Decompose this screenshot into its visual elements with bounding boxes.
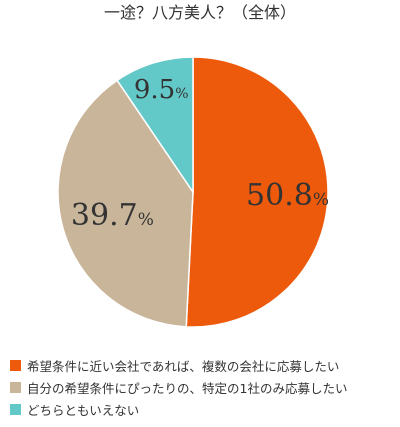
- legend: 希望条件に近い会社であれば、複数の会社に応募したい 自分の希望条件にぴったりの、…: [10, 355, 395, 421]
- legend-swatch: [10, 381, 21, 393]
- pie-chart: 50.8% 39.7% 9.5%: [57, 56, 329, 328]
- label-multiple: 50.8%: [246, 178, 329, 213]
- legend-item-neither: どちらともいえない: [10, 399, 395, 419]
- legend-label: どちらともいえない: [27, 402, 140, 418]
- legend-label: 自分の希望条件にぴったりの、特定の1社のみ応募したい: [27, 380, 348, 396]
- label-neither: 9.5%: [134, 75, 189, 105]
- legend-label: 希望条件に近い会社であれば、複数の会社に応募したい: [27, 358, 340, 374]
- slice-single: [57, 79, 194, 328]
- legend-item-multiple: 希望条件に近い会社であれば、複数の会社に応募したい: [10, 355, 395, 375]
- slice-multiple: [185, 56, 329, 328]
- legend-item-single: 自分の希望条件にぴったりの、特定の1社のみ応募したい: [10, 377, 395, 397]
- slice-neither: [116, 56, 194, 195]
- label-single: 39.7%: [71, 198, 154, 233]
- legend-swatch: [10, 359, 21, 371]
- legend-swatch: [10, 403, 21, 415]
- chart-title: 一途？八方美人？（全体）: [103, 3, 296, 22]
